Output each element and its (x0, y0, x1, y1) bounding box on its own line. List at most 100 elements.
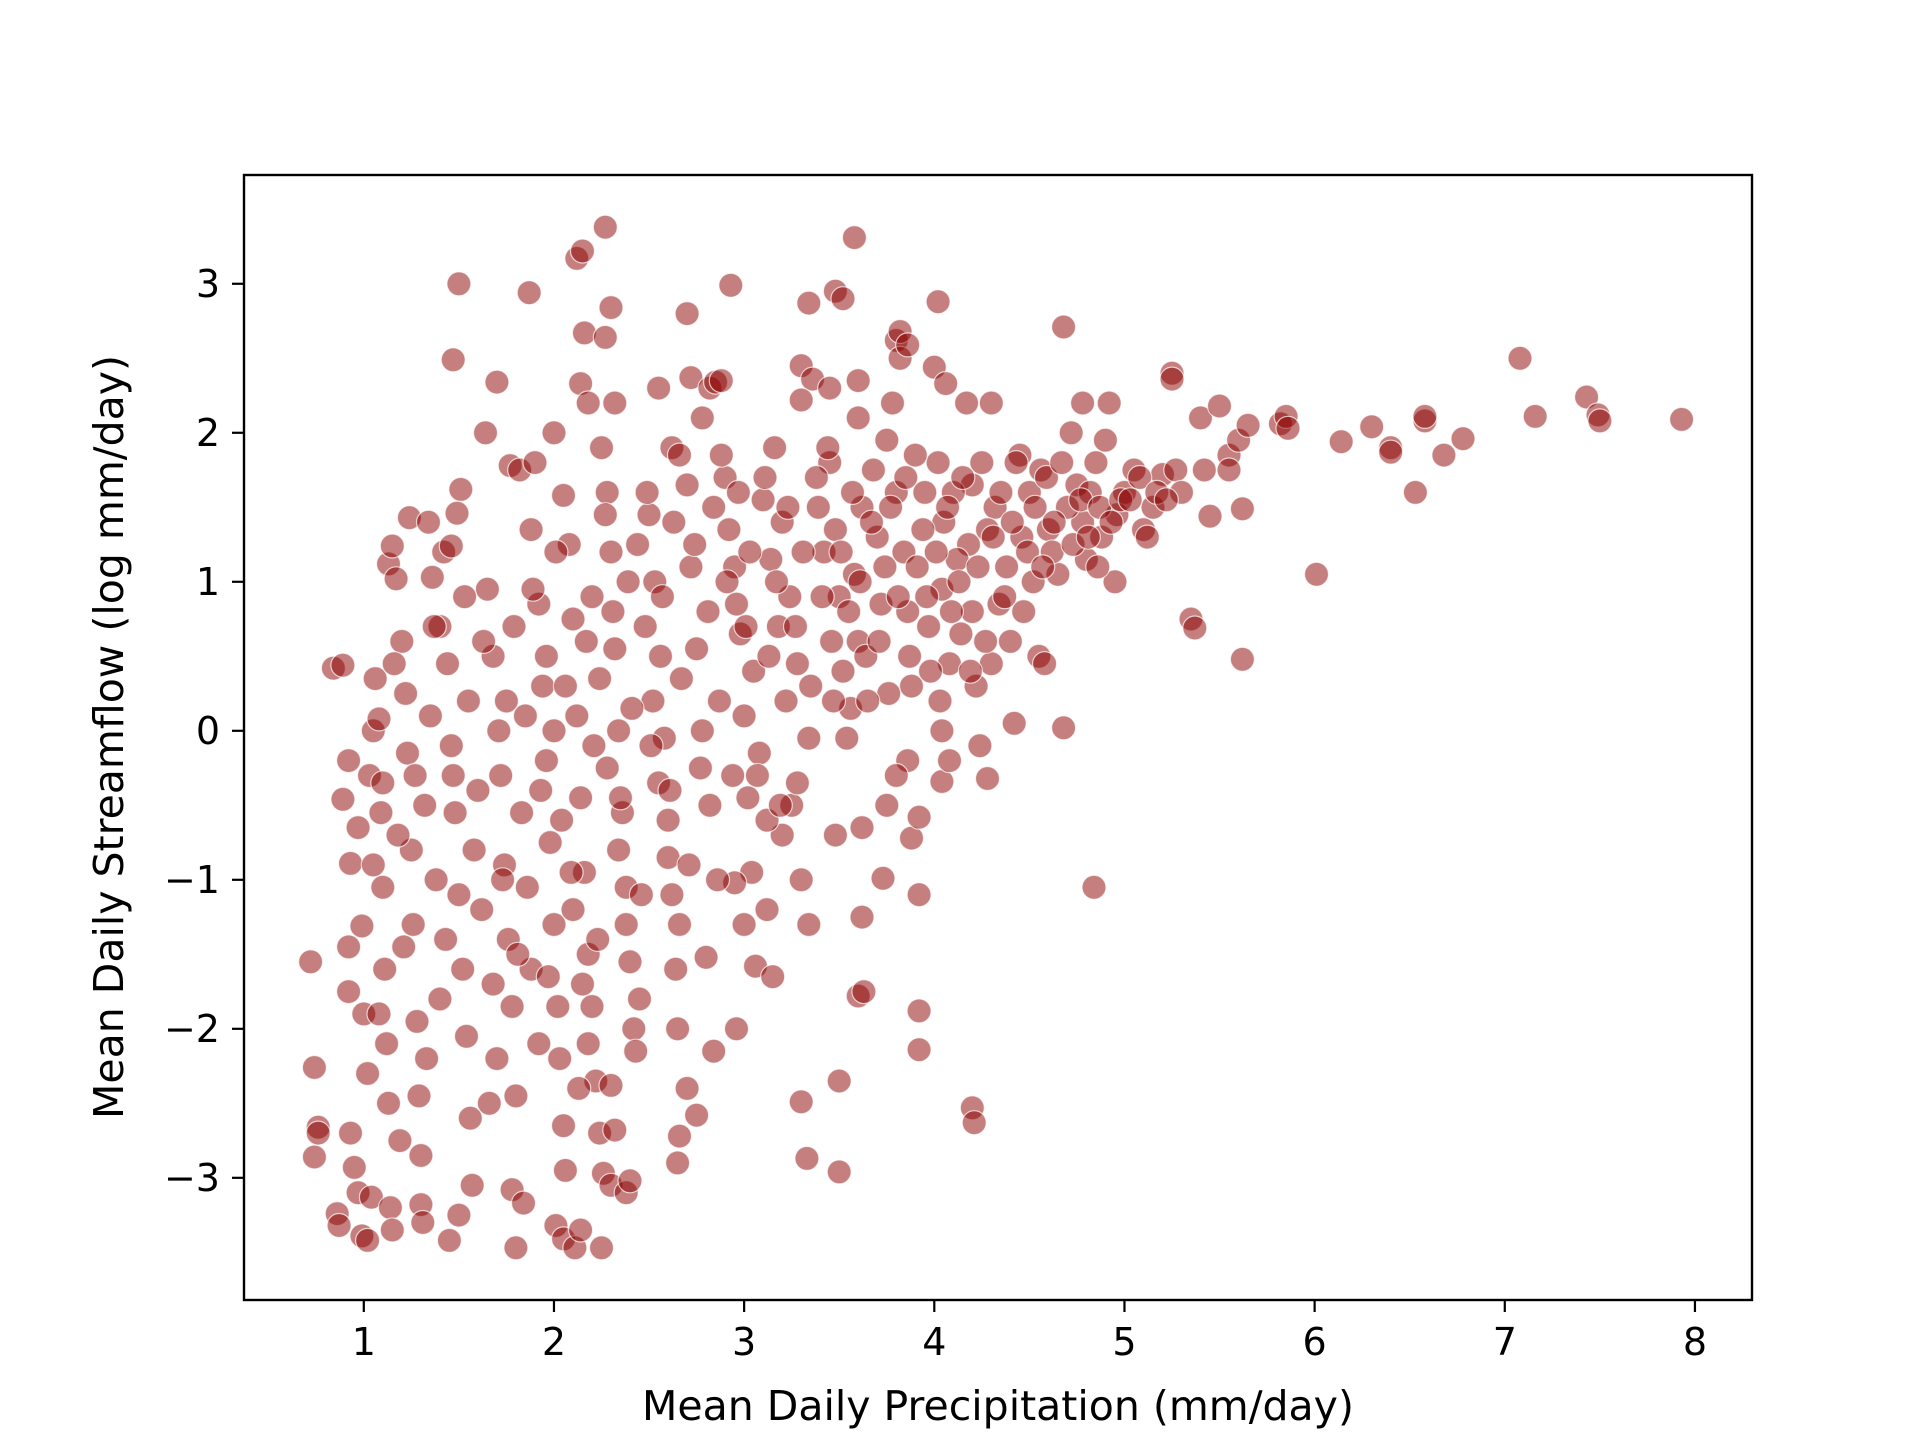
data-point (693, 944, 719, 970)
x-tick-label: 3 (732, 1320, 756, 1364)
data-point (1163, 457, 1189, 483)
data-point (773, 688, 799, 714)
data-point (362, 665, 388, 692)
data-point (735, 785, 761, 811)
data-point (490, 867, 516, 893)
data-point (714, 569, 740, 595)
data-point (621, 1016, 647, 1042)
data-point (708, 442, 734, 468)
data-point (978, 390, 1004, 416)
data-point (503, 1083, 529, 1109)
data-point (419, 564, 445, 590)
data-point (822, 516, 849, 543)
data-point (598, 539, 624, 565)
data-point (560, 896, 586, 923)
data-point (754, 896, 780, 923)
data-point (579, 993, 605, 1020)
data-point (655, 807, 681, 833)
data-point (784, 770, 811, 796)
data-point (877, 494, 904, 520)
data-point (915, 613, 942, 640)
data-point (796, 725, 822, 751)
data-point (826, 1159, 852, 1185)
data-point (1092, 427, 1119, 453)
data-point (330, 652, 356, 678)
data-point (855, 688, 881, 714)
data-point (826, 1068, 852, 1094)
data-point (372, 956, 398, 982)
data-point (503, 1235, 529, 1261)
data-point (834, 725, 860, 751)
data-point (997, 628, 1024, 655)
data-point (514, 874, 540, 900)
data-point (796, 911, 822, 938)
data-point (950, 464, 976, 491)
data-point (634, 479, 660, 505)
data-point (421, 613, 447, 640)
data-point (1668, 406, 1695, 432)
data-point (459, 1172, 485, 1198)
data-point (528, 777, 554, 804)
data-point (438, 533, 464, 559)
data-point (683, 1102, 710, 1128)
data-point (602, 636, 628, 662)
data-point (828, 539, 854, 565)
data-point (1085, 554, 1111, 580)
data-point (718, 272, 744, 298)
data-point (647, 643, 674, 669)
data-point (1412, 403, 1438, 429)
data-point (387, 1127, 413, 1154)
data-point (687, 755, 714, 781)
data-point (817, 375, 843, 401)
data-point (535, 964, 561, 990)
data-point (666, 911, 693, 938)
data-point (896, 643, 923, 669)
data-point (659, 882, 685, 908)
x-tick-label: 8 (1683, 1320, 1707, 1364)
data-point (594, 479, 620, 505)
data-point (683, 636, 710, 662)
data-point (898, 673, 925, 699)
data-point (571, 320, 598, 346)
data-point (417, 703, 443, 729)
data-point (488, 762, 514, 789)
data-point (640, 688, 666, 714)
data-point (847, 569, 873, 595)
data-point (1191, 457, 1217, 483)
data-point (461, 837, 487, 863)
data-point (560, 606, 586, 632)
data-point (948, 621, 974, 647)
data-point (423, 867, 449, 893)
data-point (752, 464, 778, 491)
x-tick-label: 5 (1112, 1320, 1136, 1364)
x-axis-ticks: 1 2 3 4 5 6 7 8 (352, 1300, 1707, 1364)
y-tick-label: 3 (196, 262, 220, 306)
data-point (906, 1037, 932, 1063)
data-point (337, 850, 364, 877)
data-point (912, 479, 938, 505)
data-point (400, 911, 426, 938)
data-point (733, 613, 759, 640)
data-point (1014, 539, 1041, 565)
data-point (866, 628, 892, 655)
data-point (518, 516, 544, 543)
data-point (440, 762, 466, 789)
data-point (301, 1054, 327, 1081)
data-point (1216, 457, 1242, 483)
data-point (1075, 524, 1101, 550)
data-point (885, 584, 911, 610)
y-tick-label: 1 (196, 560, 220, 604)
data-point (465, 777, 491, 804)
data-point (1083, 450, 1109, 476)
data-point (731, 911, 757, 938)
data-point (410, 1209, 436, 1236)
data-point (830, 286, 856, 312)
data-point (895, 332, 921, 358)
data-point (564, 703, 590, 729)
data-point (575, 390, 601, 416)
data-point (594, 755, 620, 781)
data-point (893, 464, 919, 491)
data-point (1328, 429, 1354, 455)
data-point (784, 651, 811, 677)
data-point (588, 1235, 615, 1261)
